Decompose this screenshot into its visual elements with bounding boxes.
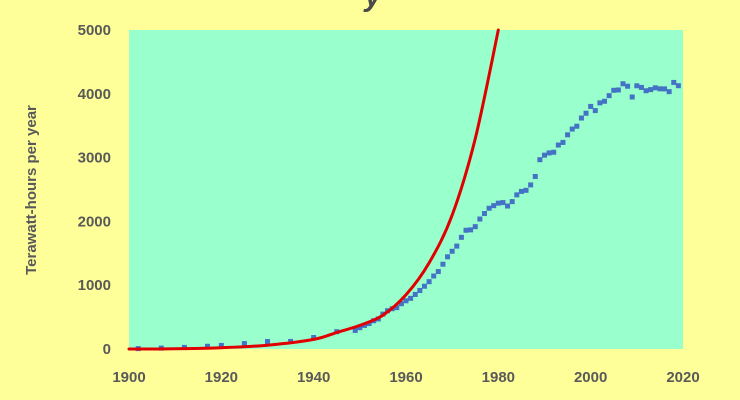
x-tick-label: 1900 xyxy=(112,369,145,386)
data-point xyxy=(542,152,547,158)
data-point xyxy=(435,269,441,275)
x-tick-label: 1920 xyxy=(205,369,238,386)
y-tick-label: 3000 xyxy=(78,150,111,167)
chart-title-fragment: y xyxy=(363,0,383,13)
y-tick-labels: 0 1000 2000 3000 4000 5000 xyxy=(78,22,111,358)
data-point xyxy=(412,291,418,297)
data-point xyxy=(634,83,640,89)
data-point xyxy=(629,94,635,100)
fit-curve xyxy=(127,28,500,351)
data-point xyxy=(509,199,515,205)
data-point xyxy=(361,322,367,328)
x-tick-label: 2020 xyxy=(666,369,699,386)
data-point xyxy=(445,254,451,260)
data-point xyxy=(454,243,460,249)
data-point xyxy=(218,342,224,348)
data-point xyxy=(357,325,363,331)
data-point xyxy=(426,279,432,285)
data-point xyxy=(611,87,617,93)
data-point xyxy=(657,86,663,92)
data-point xyxy=(574,123,580,129)
y-axis-title: Terawatt-hours per year xyxy=(23,105,40,275)
y-tick-label: 2000 xyxy=(78,213,111,230)
data-point xyxy=(265,339,270,345)
data-point xyxy=(408,295,414,301)
data-point xyxy=(555,142,561,148)
data-marks xyxy=(127,28,681,352)
data-point xyxy=(394,305,400,311)
data-point xyxy=(532,173,538,179)
data-point xyxy=(666,89,672,95)
y-tick-label: 5000 xyxy=(78,22,111,39)
data-point xyxy=(518,188,524,194)
data-point xyxy=(449,248,455,254)
data-point xyxy=(638,84,644,90)
data-point xyxy=(620,81,626,87)
data-point xyxy=(398,301,404,307)
data-point xyxy=(578,115,584,121)
data-point xyxy=(486,205,492,211)
data-point xyxy=(588,103,594,109)
data-point xyxy=(477,216,483,222)
data-point xyxy=(671,79,677,85)
data-point xyxy=(523,187,529,193)
x-tick-label: 1960 xyxy=(389,369,422,386)
y-tick-label: 1000 xyxy=(78,277,111,294)
data-point xyxy=(481,210,487,216)
data-point xyxy=(421,283,427,289)
x-tick-label: 1940 xyxy=(297,369,330,386)
data-point xyxy=(440,261,446,267)
data-point xyxy=(311,335,317,341)
data-point xyxy=(551,149,557,155)
data-point xyxy=(675,83,681,89)
data-point xyxy=(514,192,520,198)
data-point xyxy=(648,87,654,93)
y-tick-label: 4000 xyxy=(78,86,111,103)
data-point xyxy=(569,126,575,132)
data-point xyxy=(431,273,437,279)
data-point xyxy=(491,203,497,209)
x-tick-labels: 1900 1920 1940 1960 1980 2000 2020 xyxy=(112,369,699,386)
data-point xyxy=(468,227,474,233)
data-point xyxy=(537,157,543,163)
data-point xyxy=(583,110,589,116)
data-point xyxy=(472,224,478,230)
data-point xyxy=(500,200,506,206)
data-point xyxy=(463,227,469,233)
x-tick-label: 2000 xyxy=(574,369,607,386)
data-point xyxy=(417,287,423,293)
data-point xyxy=(560,139,566,145)
data-point xyxy=(505,203,511,209)
data-point xyxy=(528,182,534,188)
data-point xyxy=(565,132,571,138)
data-point xyxy=(606,93,612,99)
data-point xyxy=(241,341,247,347)
data-point xyxy=(458,234,464,240)
data-point xyxy=(546,150,552,156)
data-point xyxy=(352,327,358,333)
data-point xyxy=(643,88,649,94)
data-point xyxy=(602,98,608,104)
data-point xyxy=(615,87,621,93)
data-point xyxy=(592,108,598,114)
data-point xyxy=(625,83,631,89)
data-point xyxy=(403,298,409,304)
data-point xyxy=(662,86,668,92)
data-point xyxy=(495,200,501,206)
x-tick-label: 1980 xyxy=(482,369,515,386)
data-point xyxy=(597,100,603,106)
data-point xyxy=(204,343,210,349)
data-point xyxy=(652,85,658,91)
y-tick-label: 0 xyxy=(103,341,111,358)
